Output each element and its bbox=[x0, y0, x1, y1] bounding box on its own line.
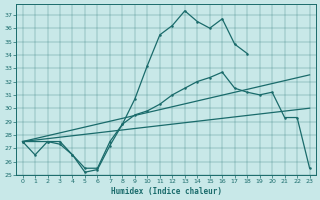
X-axis label: Humidex (Indice chaleur): Humidex (Indice chaleur) bbox=[111, 187, 221, 196]
